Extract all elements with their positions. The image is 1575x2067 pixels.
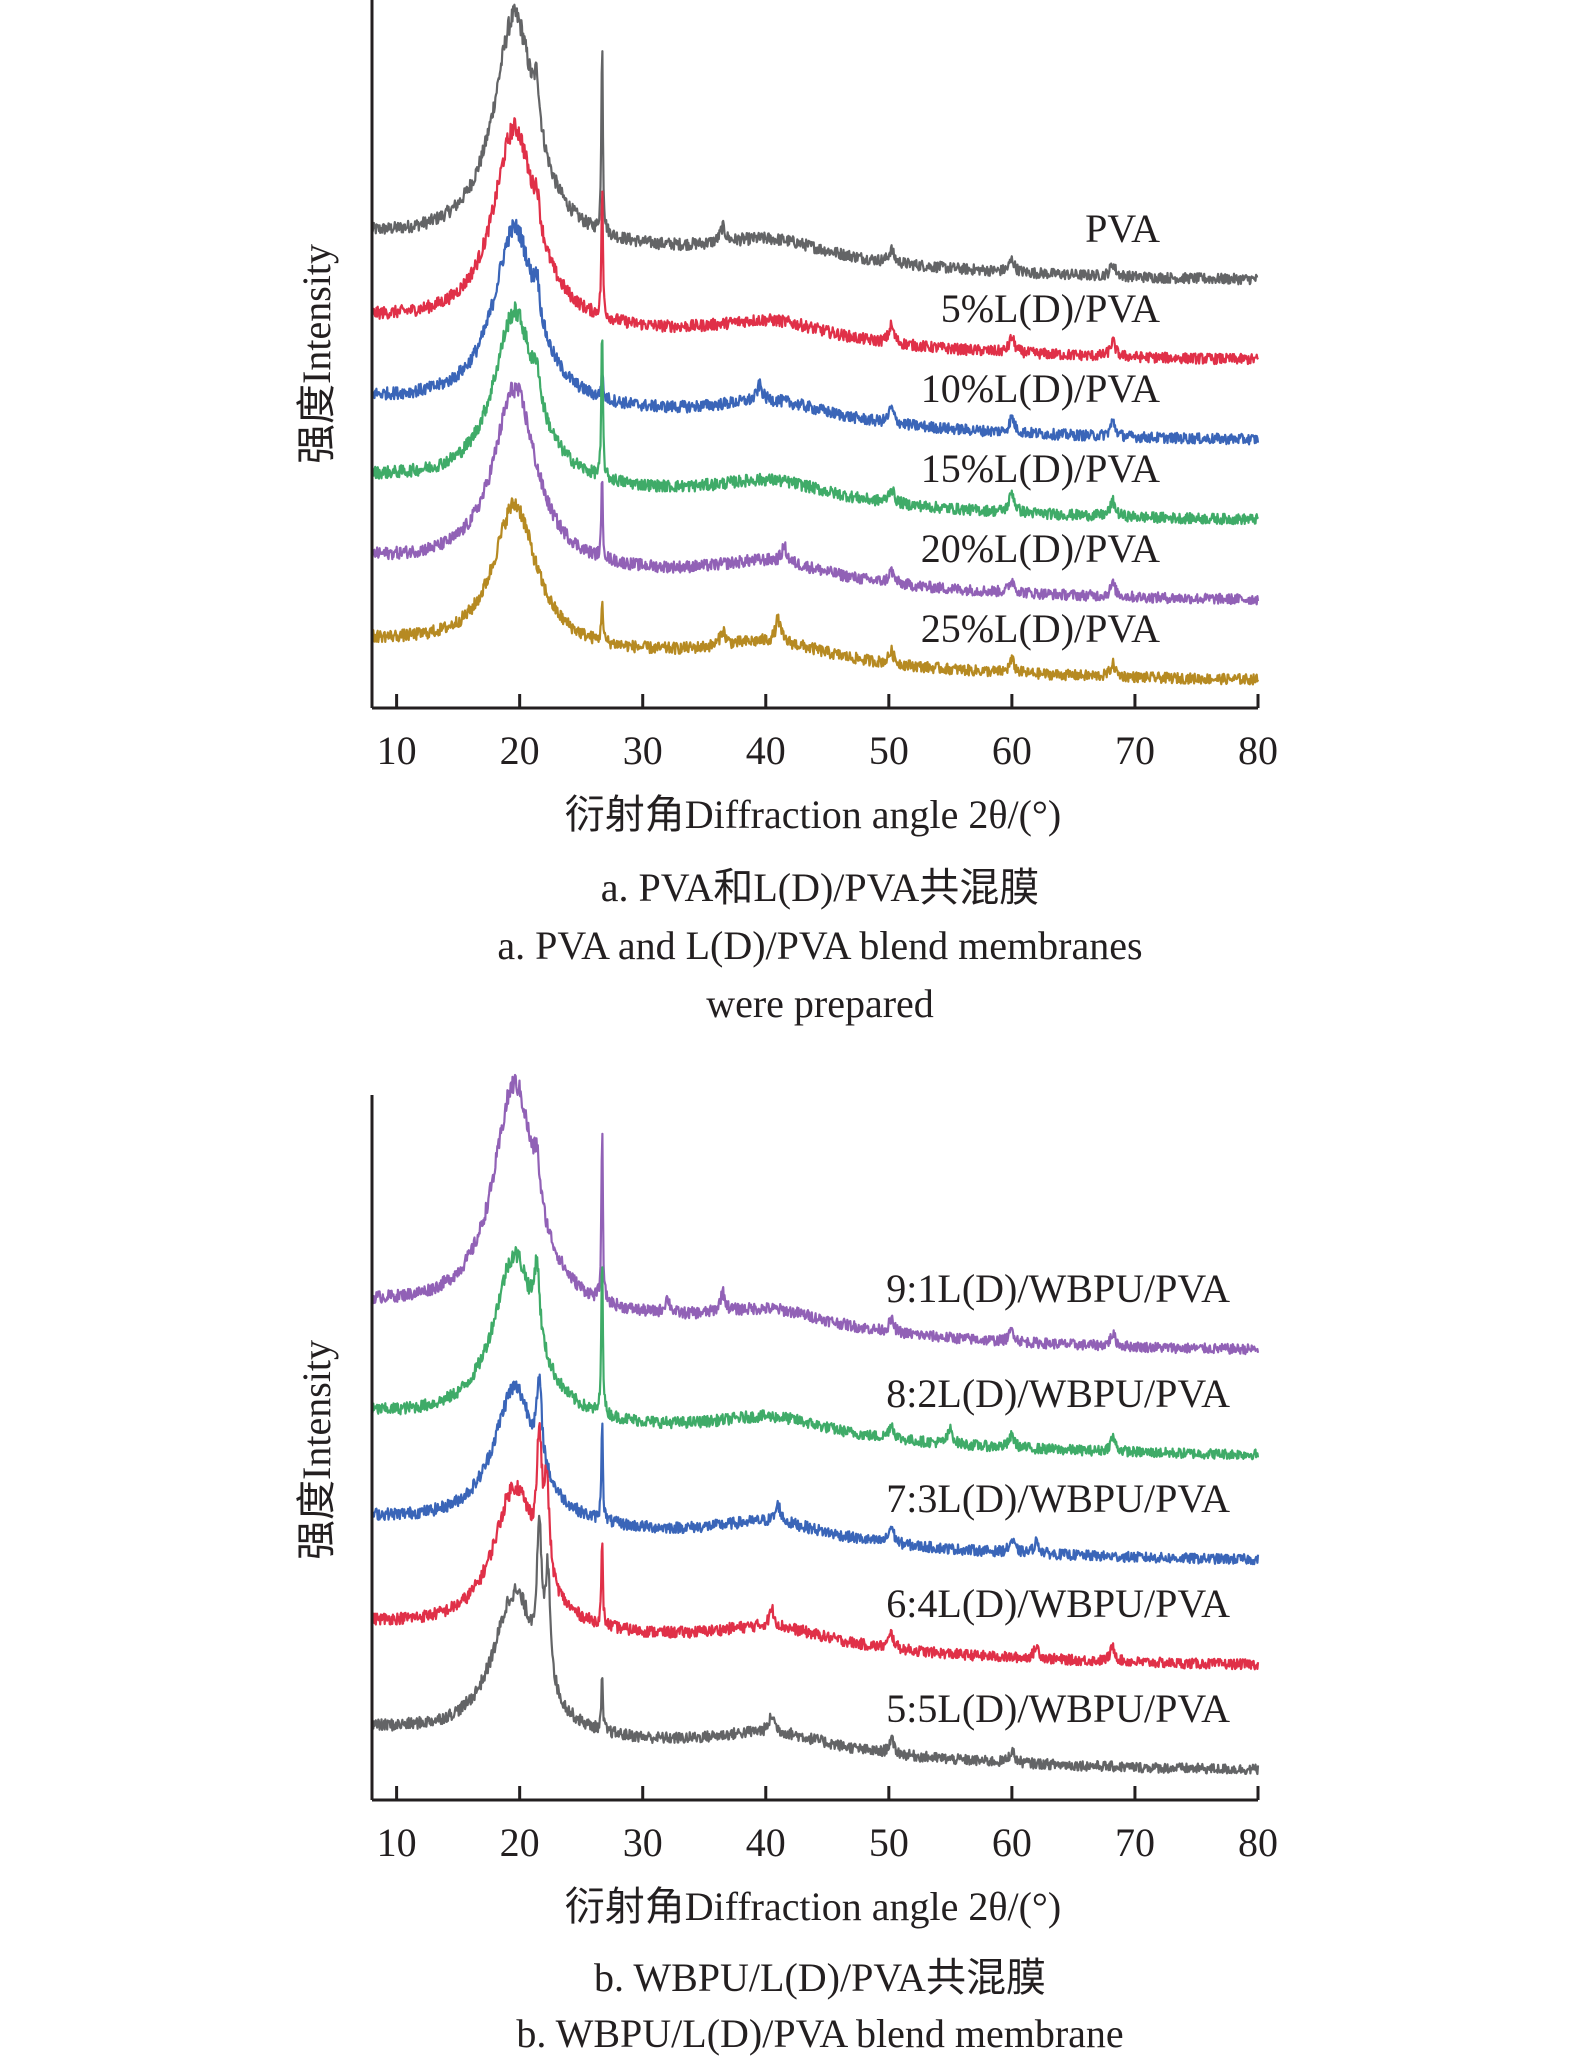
panel-b-x-axis-title: 衍射角Diffraction angle 2θ/(°) xyxy=(565,1884,1062,1929)
panel-a: 10 20 30 40 50 60 70 80 PVA 5%L(D)/PVA 10%L(D)/PV… xyxy=(294,0,1278,837)
x-tick-label: 60 xyxy=(992,728,1032,773)
x-tick-label: 40 xyxy=(746,728,786,773)
series-label: PVA xyxy=(1085,206,1160,251)
series-label: 15%L(D)/PVA xyxy=(921,446,1160,491)
series-label: 10%L(D)/PVA xyxy=(921,366,1160,411)
panel-b: 10 20 30 40 50 60 70 80 9:1L(D)/WBPU/PVA 8:2L(D)… xyxy=(294,1073,1278,1929)
panel-b-y-axis-title: 强度Intensity xyxy=(294,1340,339,1560)
series-label: 7:3L(D)/WBPU/PVA xyxy=(886,1476,1230,1521)
x-tick-label: 60 xyxy=(992,1820,1032,1865)
panel-a-x-axis-title: 衍射角Diffraction angle 2θ/(°) xyxy=(565,792,1062,837)
panel-a-caption-en-line2: were prepared xyxy=(706,981,934,1026)
panel-a-caption-en-line1: a. PVA and L(D)/PVA blend membranes xyxy=(497,923,1143,968)
panel-a-y-axis-title: 强度Intensity xyxy=(294,244,339,464)
x-tick-label: 50 xyxy=(869,1820,909,1865)
series-label: 20%L(D)/PVA xyxy=(921,526,1160,571)
panel-a-curves xyxy=(370,3,1260,686)
series-line-8-2l-d-wbpu-pva xyxy=(370,1245,1260,1461)
series-line-9-1l-d-wbpu-pva xyxy=(370,1073,1260,1356)
panel-a-ticks: 10 20 30 40 50 60 70 80 xyxy=(377,694,1278,773)
panel-b-series-labels: 9:1L(D)/WBPU/PVA 8:2L(D)/WBPU/PVA 7:3L(D)/… xyxy=(886,1266,1230,1731)
x-tick-label: 40 xyxy=(746,1820,786,1865)
x-tick-label: 10 xyxy=(377,728,417,773)
series-label: 25%L(D)/PVA xyxy=(921,606,1160,651)
series-label: 6:4L(D)/WBPU/PVA xyxy=(886,1581,1230,1626)
series-line-7-3l-d-wbpu-pva xyxy=(370,1373,1260,1566)
panel-b-ticks: 10 20 30 40 50 60 70 80 xyxy=(377,1786,1278,1865)
x-tick-label: 70 xyxy=(1115,1820,1155,1865)
x-tick-label: 20 xyxy=(500,728,540,773)
series-line-15-l-d-pva xyxy=(370,301,1259,526)
series-line-5-l-d-pva xyxy=(370,117,1259,366)
panel-b-caption-cn: b. WBPU/L(D)/PVA共混膜 xyxy=(594,1955,1046,2000)
panel-a-series-labels: PVA 5%L(D)/PVA 10%L(D)/PVA 15%L(D)/PVA 20%L(… xyxy=(921,206,1160,651)
x-tick-label: 20 xyxy=(500,1820,540,1865)
panel-b-caption-en: b. WBPU/L(D)/PVA blend membrane xyxy=(516,2011,1124,2056)
series-line-10-l-d-pva xyxy=(371,218,1260,446)
series-label: 9:1L(D)/WBPU/PVA xyxy=(886,1266,1230,1311)
series-line-6-4l-d-wbpu-pva xyxy=(370,1421,1260,1671)
series-line-25-l-d-pva xyxy=(370,497,1260,686)
x-tick-label: 30 xyxy=(623,1820,663,1865)
series-label: 5:5L(D)/WBPU/PVA xyxy=(886,1686,1230,1731)
series-line-20-l-d-pva xyxy=(370,381,1260,606)
x-tick-label: 80 xyxy=(1238,1820,1278,1865)
series-line-pva xyxy=(370,3,1259,286)
x-tick-label: 70 xyxy=(1115,728,1155,773)
x-tick-label: 80 xyxy=(1238,728,1278,773)
x-tick-label: 30 xyxy=(623,728,663,773)
series-label: 5%L(D)/PVA xyxy=(941,286,1160,331)
panel-a-caption-cn: a. PVA和L(D)/PVA共混膜 xyxy=(600,865,1040,910)
series-label: 8:2L(D)/WBPU/PVA xyxy=(886,1371,1230,1416)
panel-b-curves xyxy=(370,1073,1260,1776)
x-tick-label: 10 xyxy=(377,1820,417,1865)
series-line-5-5l-d-wbpu-pva xyxy=(370,1514,1260,1776)
x-tick-label: 50 xyxy=(869,728,909,773)
